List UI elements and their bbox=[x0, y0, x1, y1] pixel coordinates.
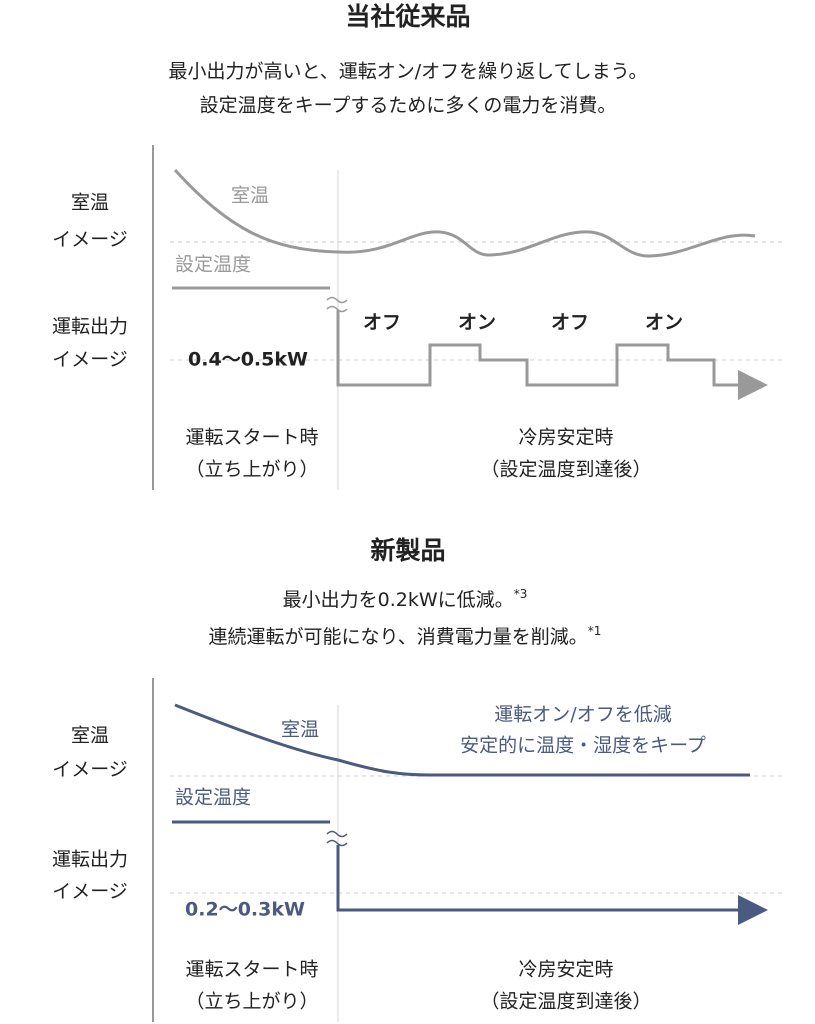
phase-label: （立ち上がり） bbox=[185, 991, 318, 1013]
axis-label: 室温 bbox=[71, 192, 109, 214]
state-label: オフ bbox=[363, 312, 401, 334]
subtitle-text: 連続運転が可能になり、消費電力量を削減。 bbox=[209, 626, 588, 648]
title: 当社従来品 bbox=[345, 2, 470, 31]
curve-label: 室温 bbox=[281, 719, 319, 741]
output-line bbox=[172, 820, 762, 910]
axis-label: 運転出力 bbox=[52, 849, 128, 871]
subtitle-text: 最小出力を0.2kWに低減。 bbox=[283, 589, 514, 611]
setpoint-label: 設定温度 bbox=[175, 254, 251, 276]
phase-label: （設定温度到達後） bbox=[480, 991, 651, 1013]
subtitle: 最小出力を0.2kWに低減。*3 bbox=[283, 587, 528, 611]
output-label: 0.4〜0.5kW bbox=[188, 349, 308, 371]
state-label: オン bbox=[645, 312, 683, 334]
phase-label: 運転スタート時 bbox=[185, 959, 318, 981]
phase-label: （設定温度到達後） bbox=[480, 459, 651, 481]
break-mark bbox=[326, 296, 348, 313]
footnote-ref: *3 bbox=[514, 587, 528, 601]
break-mark bbox=[326, 830, 348, 847]
temp-curve bbox=[173, 168, 756, 258]
subtitle: 最小出力が高いと、運転オン/オフを繰り返してしまう。 bbox=[169, 61, 648, 83]
section-new: 新製品 最小出力を0.2kWに低減。*3 連続運転が可能になり、消費電力量を削減… bbox=[52, 536, 785, 1022]
output-line bbox=[172, 286, 762, 385]
axis-label: イメージ bbox=[52, 229, 128, 251]
subtitle: 設定温度をキープするために多くの電力を消費。 bbox=[200, 95, 617, 117]
output-label: 0.2〜0.3kW bbox=[185, 899, 305, 921]
annotation: 安定的に温度・湿度をキープ bbox=[460, 735, 706, 757]
annotation: 運転オン/オフを低減 bbox=[494, 704, 671, 726]
phase-label: 冷房安定時 bbox=[518, 427, 613, 449]
curve-label: 室温 bbox=[231, 185, 269, 207]
footnote-ref: *1 bbox=[588, 624, 602, 638]
state-label: オン bbox=[458, 312, 496, 334]
axis-label: イメージ bbox=[52, 349, 128, 371]
axis-label: 運転出力 bbox=[52, 316, 128, 338]
subtitle: 連続運転が可能になり、消費電力量を削減。*1 bbox=[209, 624, 602, 648]
section-old: 当社従来品 最小出力が高いと、運転オン/オフを繰り返してしまう。 設定温度をキー… bbox=[52, 2, 785, 490]
state-label: オフ bbox=[551, 312, 589, 334]
phase-label: 運転スタート時 bbox=[185, 427, 318, 449]
setpoint-label: 設定温度 bbox=[175, 787, 251, 809]
axis-label: 室温 bbox=[71, 725, 109, 747]
phase-label: 冷房安定時 bbox=[518, 959, 613, 981]
axis-label: イメージ bbox=[52, 759, 128, 781]
title: 新製品 bbox=[370, 536, 445, 565]
axis-label: イメージ bbox=[52, 881, 128, 903]
phase-label: （立ち上がり） bbox=[185, 459, 318, 481]
temp-curve bbox=[174, 703, 750, 777]
